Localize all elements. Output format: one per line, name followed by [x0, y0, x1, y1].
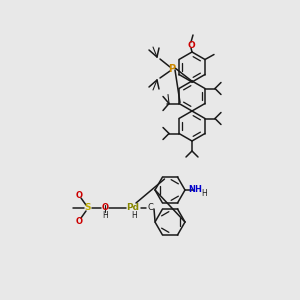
Text: H: H [201, 190, 207, 199]
Text: O: O [187, 40, 195, 50]
Text: O: O [76, 190, 82, 200]
Text: C: C [147, 203, 153, 212]
Text: H: H [131, 212, 137, 220]
Text: O: O [76, 217, 82, 226]
Text: NH: NH [188, 184, 202, 194]
Text: P: P [168, 64, 175, 74]
Text: O: O [101, 203, 109, 212]
Text: S: S [85, 203, 91, 212]
Text: H: H [102, 211, 108, 220]
Text: Pd: Pd [127, 203, 140, 212]
